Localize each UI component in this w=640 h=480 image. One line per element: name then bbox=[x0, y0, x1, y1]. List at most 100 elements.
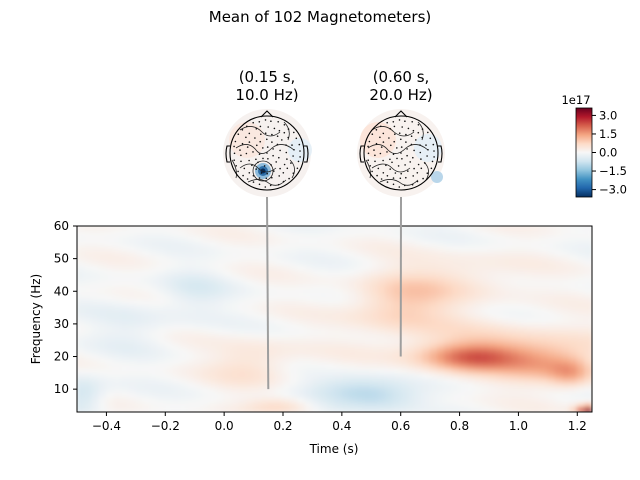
heatmap-cell bbox=[429, 362, 438, 369]
heatmap-cell bbox=[510, 391, 519, 398]
heatmap-cell bbox=[150, 401, 159, 408]
heatmap-cell bbox=[267, 226, 277, 232]
heatmap-cell bbox=[532, 298, 541, 305]
sensor-dot bbox=[412, 175, 415, 177]
heatmap-cell bbox=[275, 372, 284, 379]
heatmap-cell bbox=[341, 313, 350, 320]
heatmap-cell bbox=[334, 367, 343, 374]
heatmap-cell bbox=[356, 245, 365, 251]
heatmap-cell bbox=[311, 387, 321, 393]
heatmap-cell bbox=[105, 289, 115, 296]
heatmap-cell bbox=[311, 323, 321, 330]
heatmap-cell bbox=[370, 362, 380, 369]
heatmap-cell bbox=[253, 269, 262, 276]
heatmap-cell bbox=[348, 391, 358, 398]
sensor-dot bbox=[393, 140, 396, 143]
heatmap-cell bbox=[311, 382, 321, 389]
heatmap-cell bbox=[91, 259, 100, 266]
heatmap-cell bbox=[275, 391, 284, 398]
heatmap-cell bbox=[135, 318, 144, 325]
heatmap-cell bbox=[385, 294, 394, 300]
heatmap-cell bbox=[297, 274, 306, 281]
heatmap-cell bbox=[562, 245, 571, 251]
heatmap-cell bbox=[400, 387, 409, 393]
heatmap-cell bbox=[392, 235, 402, 242]
heatmap-cell bbox=[466, 245, 475, 251]
heatmap-cell bbox=[525, 294, 534, 300]
heatmap-cell bbox=[319, 328, 328, 335]
heatmap-cell bbox=[113, 342, 122, 349]
heatmap-cell bbox=[370, 318, 380, 325]
heatmap-cell bbox=[231, 342, 240, 349]
heatmap-cell bbox=[576, 284, 586, 291]
heatmap-cell bbox=[238, 352, 247, 359]
heatmap-cell bbox=[297, 289, 306, 296]
heatmap-cell bbox=[282, 367, 291, 374]
heatmap-cell bbox=[135, 352, 144, 359]
sensor-dot bbox=[396, 147, 398, 149]
heatmap-cell bbox=[120, 284, 129, 291]
heatmap-cell bbox=[150, 406, 159, 412]
heatmap-cell bbox=[356, 406, 365, 412]
heatmap-cell bbox=[473, 269, 483, 276]
heatmap-cell bbox=[459, 289, 468, 296]
heatmap-cell bbox=[429, 240, 438, 247]
sensor-dot bbox=[413, 167, 415, 170]
sensor-dot bbox=[254, 137, 256, 139]
heatmap-cell bbox=[525, 308, 534, 315]
heatmap-cell bbox=[576, 367, 586, 374]
heatmap-cell bbox=[540, 342, 549, 349]
heatmap-cell bbox=[282, 303, 291, 310]
heatmap-cell bbox=[253, 333, 262, 340]
heatmap-cell bbox=[378, 333, 387, 340]
heatmap-cell bbox=[422, 240, 431, 247]
heatmap-cell bbox=[319, 347, 328, 354]
heatmap-cell bbox=[481, 357, 490, 364]
heatmap-cell bbox=[91, 264, 100, 271]
heatmap-cell bbox=[488, 279, 497, 286]
heatmap-cell bbox=[407, 401, 416, 408]
heatmap-cell bbox=[113, 226, 122, 232]
heatmap-cell bbox=[282, 269, 291, 276]
heatmap-cell bbox=[584, 382, 592, 389]
heatmap-cell bbox=[120, 259, 129, 266]
heatmap-cell bbox=[142, 406, 152, 412]
heatmap-cell bbox=[142, 279, 152, 286]
sensor-dot bbox=[410, 143, 413, 146]
heatmap-cell bbox=[289, 377, 299, 384]
heatmap-cell bbox=[282, 401, 291, 408]
heatmap-cell bbox=[267, 289, 277, 296]
heatmap-cell bbox=[91, 313, 100, 320]
heatmap-cell bbox=[201, 226, 210, 232]
heatmap-cell bbox=[562, 274, 571, 281]
heatmap-cell bbox=[128, 303, 137, 310]
heatmap-cell bbox=[554, 401, 564, 408]
heatmap-cell bbox=[223, 313, 232, 320]
heatmap-cell bbox=[245, 387, 255, 393]
heatmap-cell bbox=[311, 298, 321, 305]
heatmap-cell bbox=[429, 279, 438, 286]
heatmap-cell bbox=[105, 357, 115, 364]
heatmap-cell bbox=[208, 284, 218, 291]
heatmap-cell bbox=[150, 396, 159, 403]
heatmap-cell bbox=[319, 387, 328, 393]
heatmap-cell bbox=[216, 406, 225, 412]
heatmap-cell bbox=[392, 279, 402, 286]
heatmap-cell bbox=[326, 294, 335, 300]
heatmap-cell bbox=[370, 279, 380, 286]
heatmap-cell bbox=[120, 352, 129, 359]
heatmap-cell bbox=[326, 357, 335, 364]
sensor-dot bbox=[368, 140, 371, 143]
heatmap-cell bbox=[378, 357, 387, 364]
heatmap-cell bbox=[297, 313, 306, 320]
heatmap-cell bbox=[267, 269, 277, 276]
heatmap-cell bbox=[444, 308, 453, 315]
heatmap-cell bbox=[238, 308, 247, 315]
heatmap-cell bbox=[319, 294, 328, 300]
heatmap-cell bbox=[554, 308, 564, 315]
heatmap-cell bbox=[554, 230, 564, 237]
heatmap-cell bbox=[400, 230, 409, 237]
heatmap-cell bbox=[562, 284, 571, 291]
sensor-dot bbox=[399, 177, 402, 180]
sensor-dot bbox=[270, 164, 272, 166]
